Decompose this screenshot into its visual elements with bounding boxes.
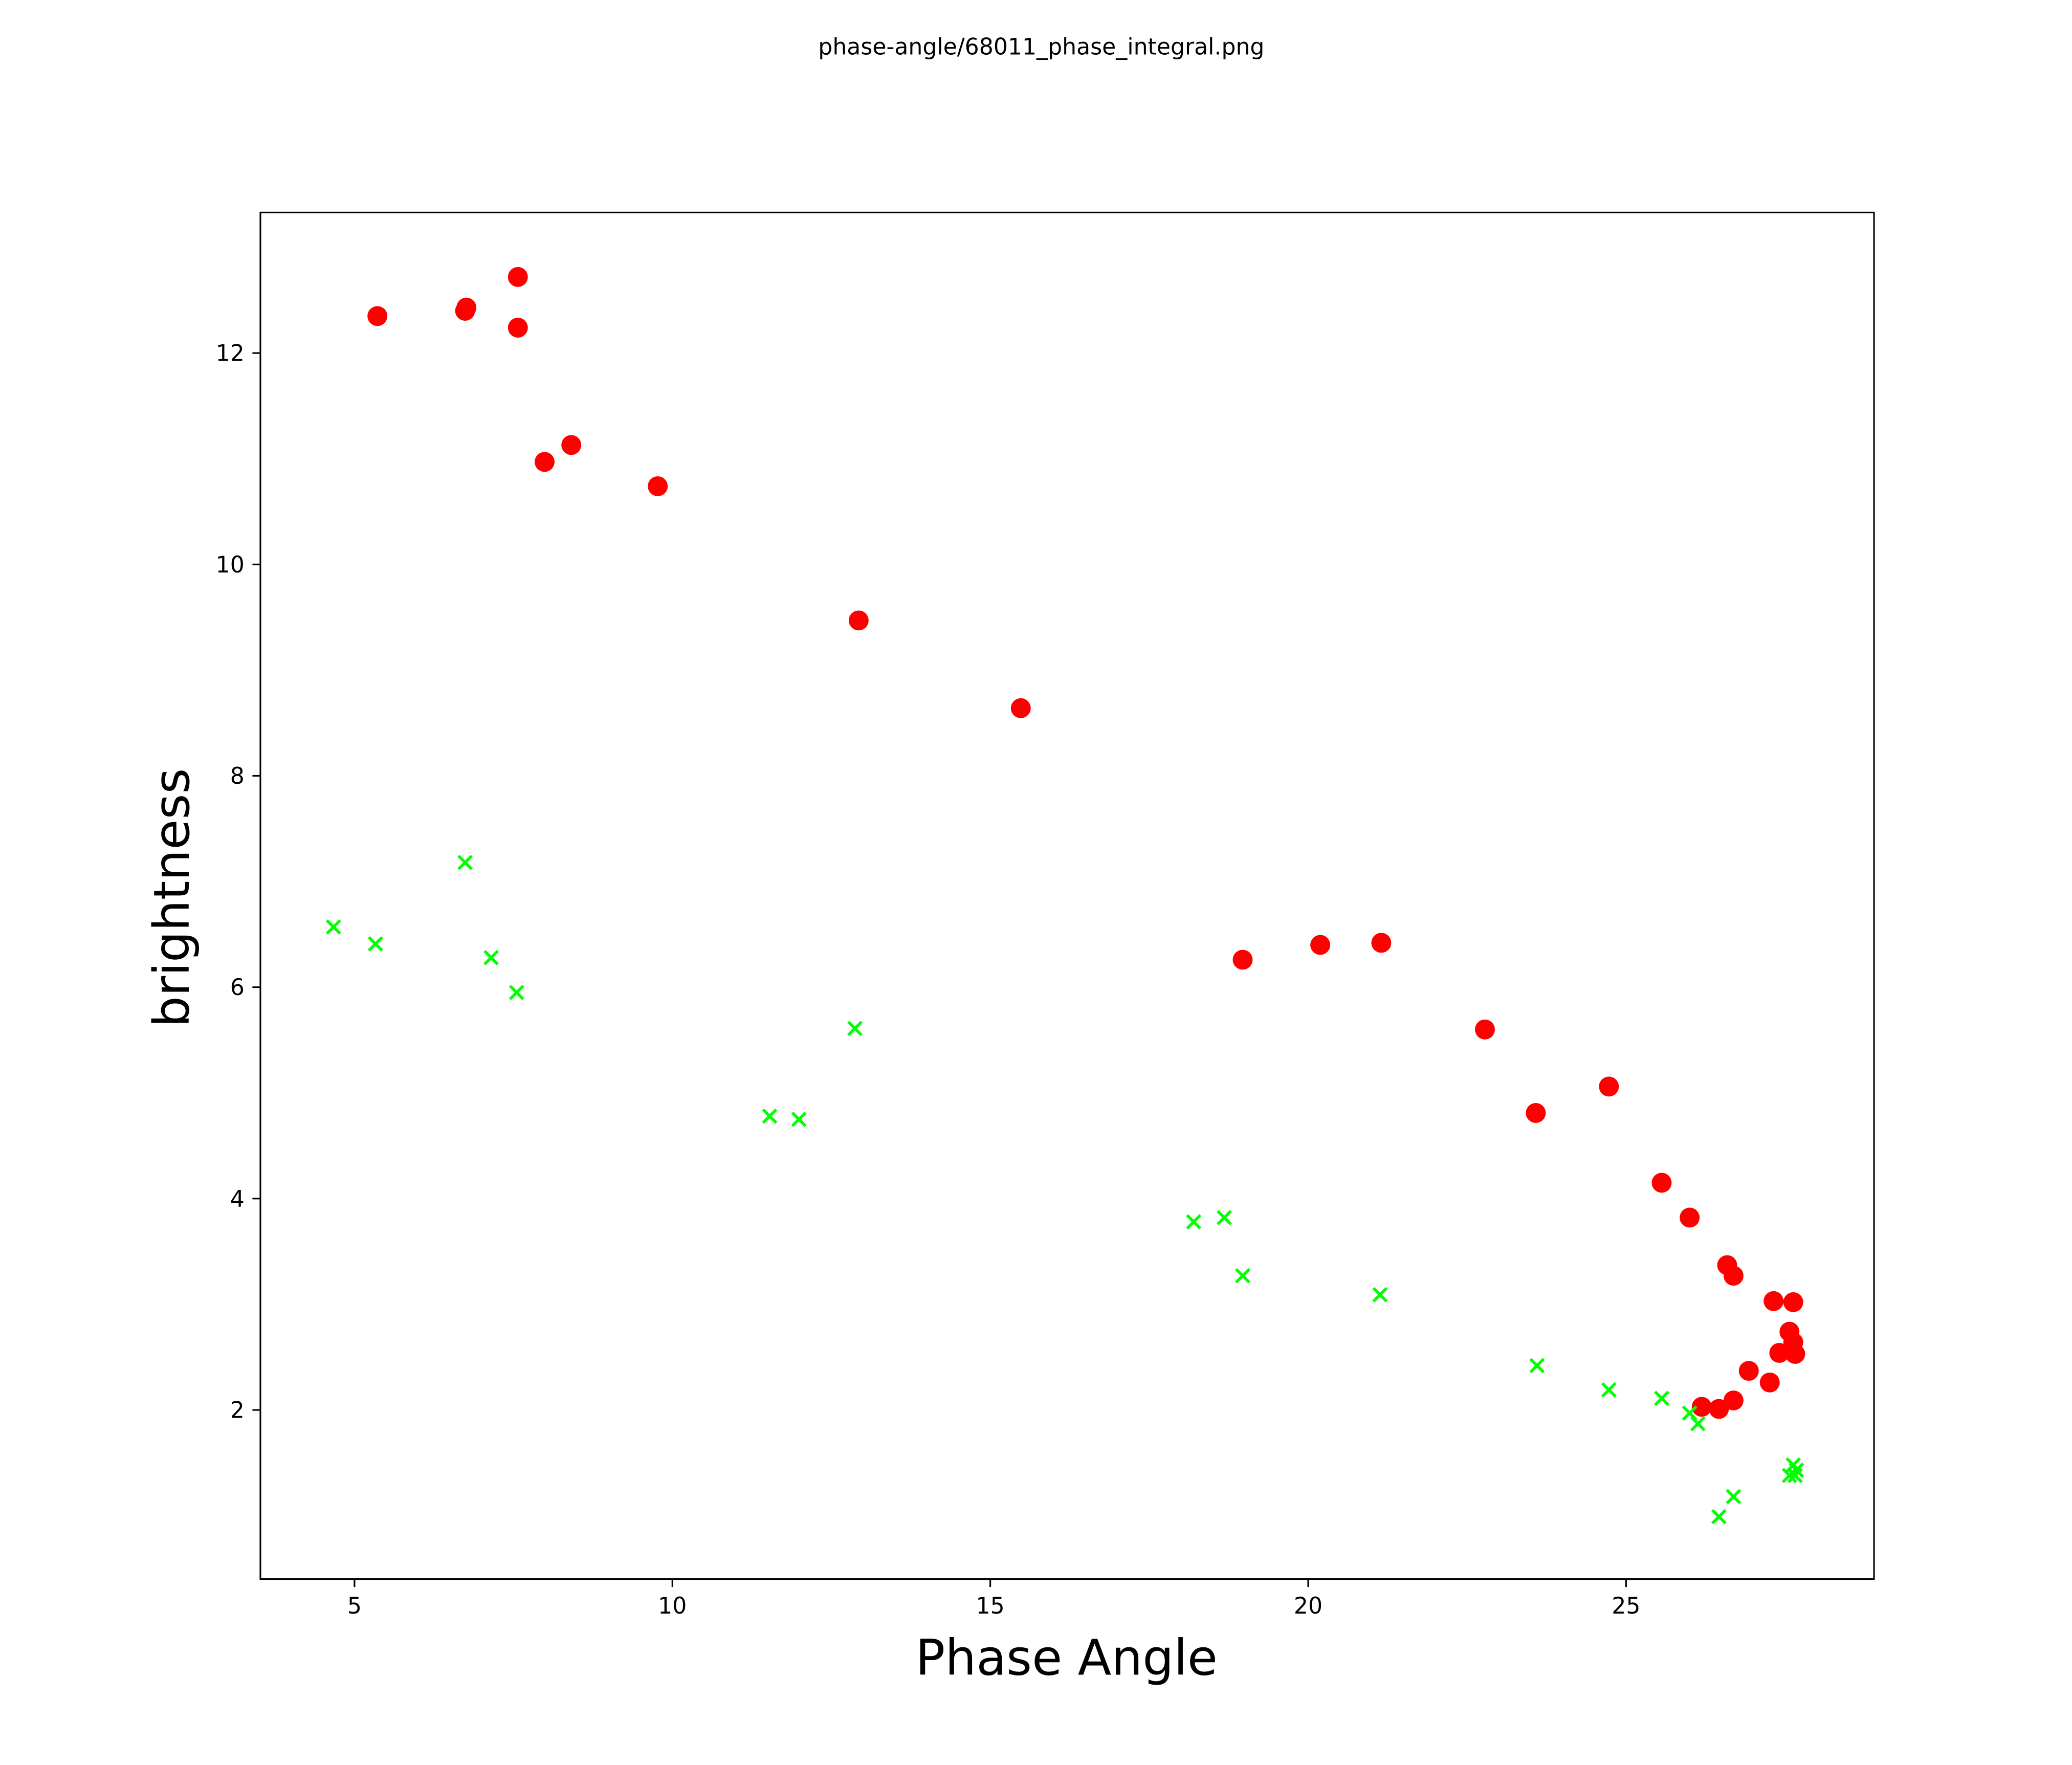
- red-data-point: [1738, 1361, 1759, 1381]
- green-x-marker: [1372, 1287, 1388, 1303]
- x-marker-stroke: [367, 936, 383, 952]
- red-data-point: [1769, 1342, 1790, 1363]
- red-data-point: [648, 476, 668, 496]
- x-marker-stroke: [325, 919, 341, 935]
- x-marker-stroke: [1186, 1214, 1202, 1230]
- red-data-point: [1599, 1076, 1619, 1097]
- x-tick-label: 20: [1294, 1593, 1322, 1619]
- red-data-point: [848, 610, 869, 631]
- green-x-marker: [325, 919, 341, 935]
- x-marker-stroke: [1787, 1468, 1803, 1484]
- x-marker-stroke: [483, 950, 499, 965]
- x-tick-label: 25: [1612, 1593, 1640, 1619]
- green-x-marker: [791, 1111, 807, 1127]
- x-marker-stroke: [1711, 1509, 1727, 1525]
- green-x-marker: [1186, 1214, 1202, 1230]
- green-x-marker: [457, 854, 473, 870]
- green-x-marker: [847, 1021, 863, 1036]
- green-x-marker: [1789, 1462, 1804, 1478]
- x-axis-label: Phase Angle: [915, 1629, 1218, 1686]
- red-data-point: [535, 452, 555, 472]
- x-marker-stroke: [1690, 1416, 1706, 1431]
- x-marker-stroke: [1235, 1268, 1250, 1284]
- y-tick-label: 8: [230, 763, 245, 789]
- green-x-marker: [483, 950, 499, 965]
- x-marker-stroke: [847, 1021, 863, 1036]
- green-x-marker: [1726, 1489, 1742, 1505]
- x-tick-label: 15: [976, 1593, 1005, 1619]
- red-data-point: [1709, 1399, 1729, 1419]
- x-marker-stroke: [1654, 1391, 1669, 1406]
- red-data-point: [456, 297, 477, 318]
- green-x-marker: [1711, 1509, 1727, 1525]
- red-data-point: [1232, 950, 1253, 970]
- green-x-marker: [762, 1108, 778, 1124]
- red-data-point: [1759, 1372, 1780, 1393]
- green-x-marker: [1690, 1416, 1706, 1431]
- x-marker-stroke: [1601, 1382, 1617, 1398]
- y-tick-label: 12: [216, 341, 245, 367]
- x-marker-stroke: [1789, 1462, 1804, 1478]
- red-data-point: [1680, 1207, 1700, 1228]
- red-data-point: [1651, 1173, 1672, 1193]
- x-marker-stroke: [1216, 1210, 1232, 1226]
- x-marker-stroke: [762, 1108, 778, 1124]
- red-data-point: [1723, 1390, 1744, 1410]
- red-data-point: [1526, 1103, 1546, 1123]
- green-x-marker: [1682, 1405, 1698, 1421]
- red-data-point: [367, 306, 388, 326]
- green-x-marker: [1235, 1268, 1250, 1284]
- red-data-point: [1783, 1292, 1803, 1312]
- x-marker-stroke: [1529, 1358, 1545, 1374]
- red-data-point: [508, 267, 528, 287]
- x-marker-stroke: [1682, 1405, 1698, 1421]
- x-marker-stroke: [1372, 1287, 1388, 1303]
- red-data-point: [561, 435, 582, 455]
- y-tick-label: 6: [230, 975, 245, 1001]
- plot-frame: [259, 211, 1875, 1580]
- green-x-marker: [1654, 1391, 1669, 1406]
- red-data-point: [1785, 1344, 1805, 1364]
- red-data-point: [1723, 1266, 1744, 1286]
- x-tick-label: 10: [658, 1593, 687, 1619]
- y-tick-label: 10: [216, 552, 245, 578]
- x-marker-stroke: [791, 1111, 807, 1127]
- green-x-marker: [367, 936, 383, 952]
- green-x-marker: [1529, 1358, 1545, 1374]
- chart-title: phase-angle/68011_phase_integral.png: [818, 34, 1264, 60]
- y-axis-label: brightness: [143, 768, 201, 1028]
- green-x-marker: [1601, 1382, 1617, 1398]
- x-marker-stroke: [457, 854, 473, 870]
- red-data-point: [1691, 1397, 1712, 1417]
- green-x-marker: [1787, 1468, 1803, 1484]
- red-data-point: [1475, 1019, 1495, 1040]
- x-marker-stroke: [1726, 1489, 1742, 1505]
- red-data-point: [1310, 935, 1331, 955]
- x-tick-label: 5: [347, 1593, 362, 1619]
- red-data-point: [1764, 1291, 1784, 1311]
- red-data-point: [1010, 698, 1031, 718]
- y-tick-label: 4: [230, 1186, 245, 1212]
- red-data-point: [1371, 933, 1392, 953]
- red-data-point: [508, 318, 528, 338]
- green-x-marker: [1216, 1210, 1232, 1226]
- green-x-marker: [509, 984, 524, 1000]
- y-tick-label: 2: [230, 1398, 245, 1424]
- x-marker-stroke: [509, 984, 524, 1000]
